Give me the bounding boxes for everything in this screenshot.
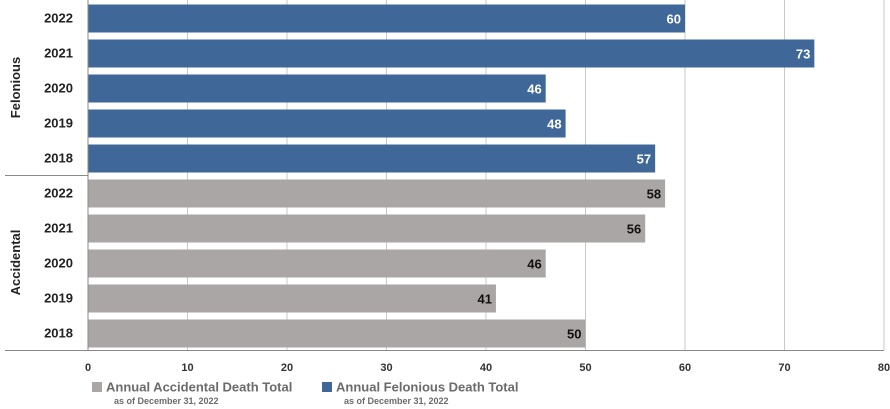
y-tick-label: 2021 (44, 221, 73, 236)
bar (88, 144, 656, 173)
legend-note-accidental: as of December 31, 2022 (114, 396, 219, 406)
legend-swatch-accidental (92, 381, 102, 392)
data-label: 41 (477, 292, 491, 307)
bar (88, 214, 646, 243)
x-tick-label: 70 (778, 362, 790, 374)
bar (88, 39, 815, 68)
x-tick-label: 60 (679, 362, 691, 374)
bar (88, 249, 546, 278)
legend-label-accidental: Annual Accidental Death Total (106, 379, 293, 395)
x-tick-label: 50 (579, 362, 591, 374)
y-tick-label: 2022 (44, 11, 73, 26)
bar (88, 74, 546, 103)
data-label: 58 (647, 187, 661, 202)
legend-swatch-felonious (322, 381, 332, 392)
legend-note-felonious: as of December 31, 2022 (344, 396, 449, 406)
data-label: 48 (547, 117, 561, 132)
bar (88, 179, 666, 208)
group-label: Felonious (8, 57, 23, 118)
data-label: 60 (667, 12, 681, 27)
bar (88, 319, 586, 348)
y-tick-label: 2019 (44, 291, 73, 306)
y-tick-label: 2020 (44, 81, 73, 96)
data-label: 46 (527, 82, 541, 97)
x-tick-label: 10 (181, 362, 193, 374)
bar (88, 4, 685, 33)
x-tick-label: 20 (281, 362, 293, 374)
bar (88, 284, 496, 313)
x-tick-label: 0 (85, 362, 91, 374)
y-tick-label: 2019 (44, 116, 73, 131)
data-label: 57 (637, 152, 651, 167)
bar (88, 109, 566, 138)
y-tick-label: 2021 (44, 46, 73, 61)
data-label: 46 (527, 257, 541, 272)
legend-label-felonious: Annual Felonious Death Total (336, 379, 519, 395)
y-tick-label: 2018 (44, 326, 73, 341)
y-tick-label: 2020 (44, 256, 73, 271)
data-label: 50 (567, 327, 581, 342)
y-tick-label: 2018 (44, 151, 73, 166)
data-label: 73 (796, 47, 810, 62)
x-tick-label: 30 (380, 362, 392, 374)
x-tick-label: 40 (480, 362, 492, 374)
group-label: Accidental (8, 230, 23, 296)
legend-item-accidental: Annual Accidental Death Total as of Dece… (92, 378, 292, 406)
x-tick-label: 80 (878, 362, 890, 374)
data-label: 56 (627, 222, 641, 237)
legend-item-felonious: Annual Felonious Death Total as of Decem… (322, 378, 518, 406)
y-tick-label: 2022 (44, 186, 73, 201)
